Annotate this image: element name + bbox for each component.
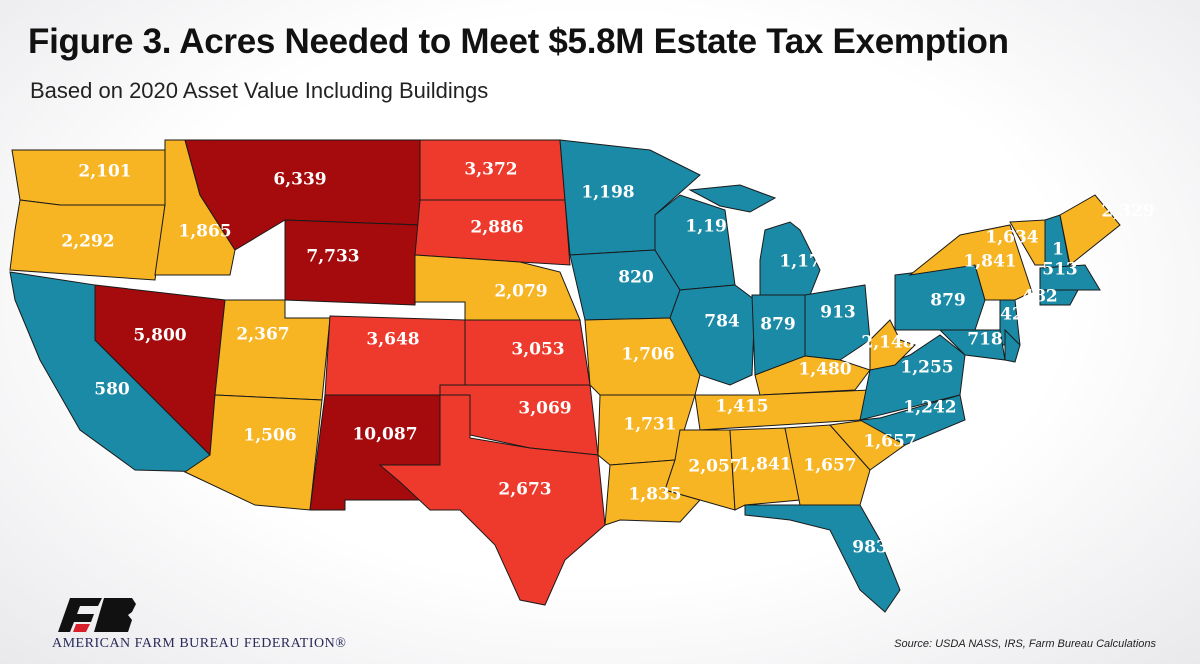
state-acres-label: 1,841 (738, 455, 791, 475)
state-acres-label: 6,339 (273, 170, 326, 190)
state-shape (183, 394, 323, 511)
state-shape (378, 394, 606, 606)
state-acres-label: 64 (1028, 332, 1052, 352)
state-acres-label: 879 (760, 315, 796, 335)
state-acres-label: 879 (930, 291, 966, 311)
state-acres-label: 1,835 (628, 485, 681, 505)
state-shape (1004, 328, 1021, 363)
state-shape (908, 224, 1033, 301)
source-note: Source: USDA NASS, IRS, Farm Bureau Calc… (894, 638, 1156, 650)
state-shape (1059, 194, 1121, 266)
state-acres-label: 913 (820, 303, 856, 323)
state-shape (804, 284, 871, 361)
state-acres-label: 1,657 (803, 456, 856, 476)
state-acres-label: 1,196 (685, 217, 738, 237)
state-shape (784, 424, 871, 506)
state-acres-label: 1,841 (963, 252, 1016, 272)
state-shape (729, 427, 801, 511)
state-acres-label: 2,329 (1101, 202, 1154, 222)
state-acres-label: 42 (1000, 305, 1024, 325)
state-shape (759, 221, 821, 296)
state-acres-label: 482 (1022, 287, 1058, 307)
state-acres-label: 3,648 (366, 330, 419, 350)
state-shape (869, 319, 916, 371)
state-acres-label: 1,506 (243, 426, 296, 446)
state-acres-label: 1,706 (621, 345, 674, 365)
state-shape (1039, 289, 1079, 306)
state-acres-label: 1,415 (715, 397, 768, 417)
state-acres-label: 1 (1052, 240, 1064, 260)
state-acres-label: 1,731 (623, 415, 676, 435)
state-acres-label: 3,372 (464, 160, 517, 180)
state-acres-label: 1,242 (903, 398, 956, 418)
state-acres-label: 2,079 (494, 282, 547, 302)
state-acres-label: 1,634 (985, 228, 1038, 248)
state-shape (214, 299, 331, 401)
state-acres-label: 5,800 (133, 326, 186, 346)
state-acres-label: 2,148 (861, 333, 914, 353)
state-acres-label: 1,255 (900, 358, 953, 378)
state-acres-label: 820 (618, 268, 654, 288)
state-acres-label: 718 (967, 330, 1003, 350)
state-acres-label: 1,172 (779, 252, 832, 272)
state-acres-label: 2,886 (470, 218, 523, 238)
organization-name: AMERICAN FARM BUREAU FEDERATION® (52, 636, 347, 651)
state-shape (744, 504, 901, 613)
state-acres-label: 7,733 (306, 247, 359, 267)
state-shape (414, 199, 571, 266)
state-shape (1039, 264, 1101, 291)
state-acres-label: 2,057 (688, 457, 741, 477)
state-shape (669, 284, 756, 386)
state-shape (284, 219, 421, 306)
state-shape (858, 394, 966, 446)
state-acres-label: 1,865 (178, 222, 231, 242)
state-acres-label: 2,101 (78, 162, 131, 182)
state-acres-label: 784 (704, 312, 740, 332)
state-acres-label: 2,292 (61, 232, 114, 252)
state-acres-label: 3,053 (511, 340, 564, 360)
state-acres-label: 3,069 (518, 399, 571, 419)
state-acres-label: 1,198 (581, 183, 634, 203)
farm-bureau-logo (58, 598, 136, 632)
figure-title: Figure 3. Acres Needed to Meet $5.8M Est… (28, 22, 1009, 61)
figure-subtitle: Based on 2020 Asset Value Including Buil… (30, 78, 489, 103)
state-shape (9, 199, 166, 281)
state-acres-label: 513 (1042, 260, 1078, 280)
state-acres-label: 1,657 (863, 432, 916, 452)
state-acres-label: 1,480 (798, 360, 851, 380)
state-acres-label: 2,367 (236, 325, 289, 345)
state-shape (324, 315, 466, 396)
state-shape (688, 184, 777, 213)
state-acres-label: 2,673 (498, 480, 551, 500)
state-acres-label: 983 (852, 538, 888, 558)
state-acres-label: 10,087 (352, 425, 417, 445)
state-acres-label: 580 (94, 380, 130, 400)
